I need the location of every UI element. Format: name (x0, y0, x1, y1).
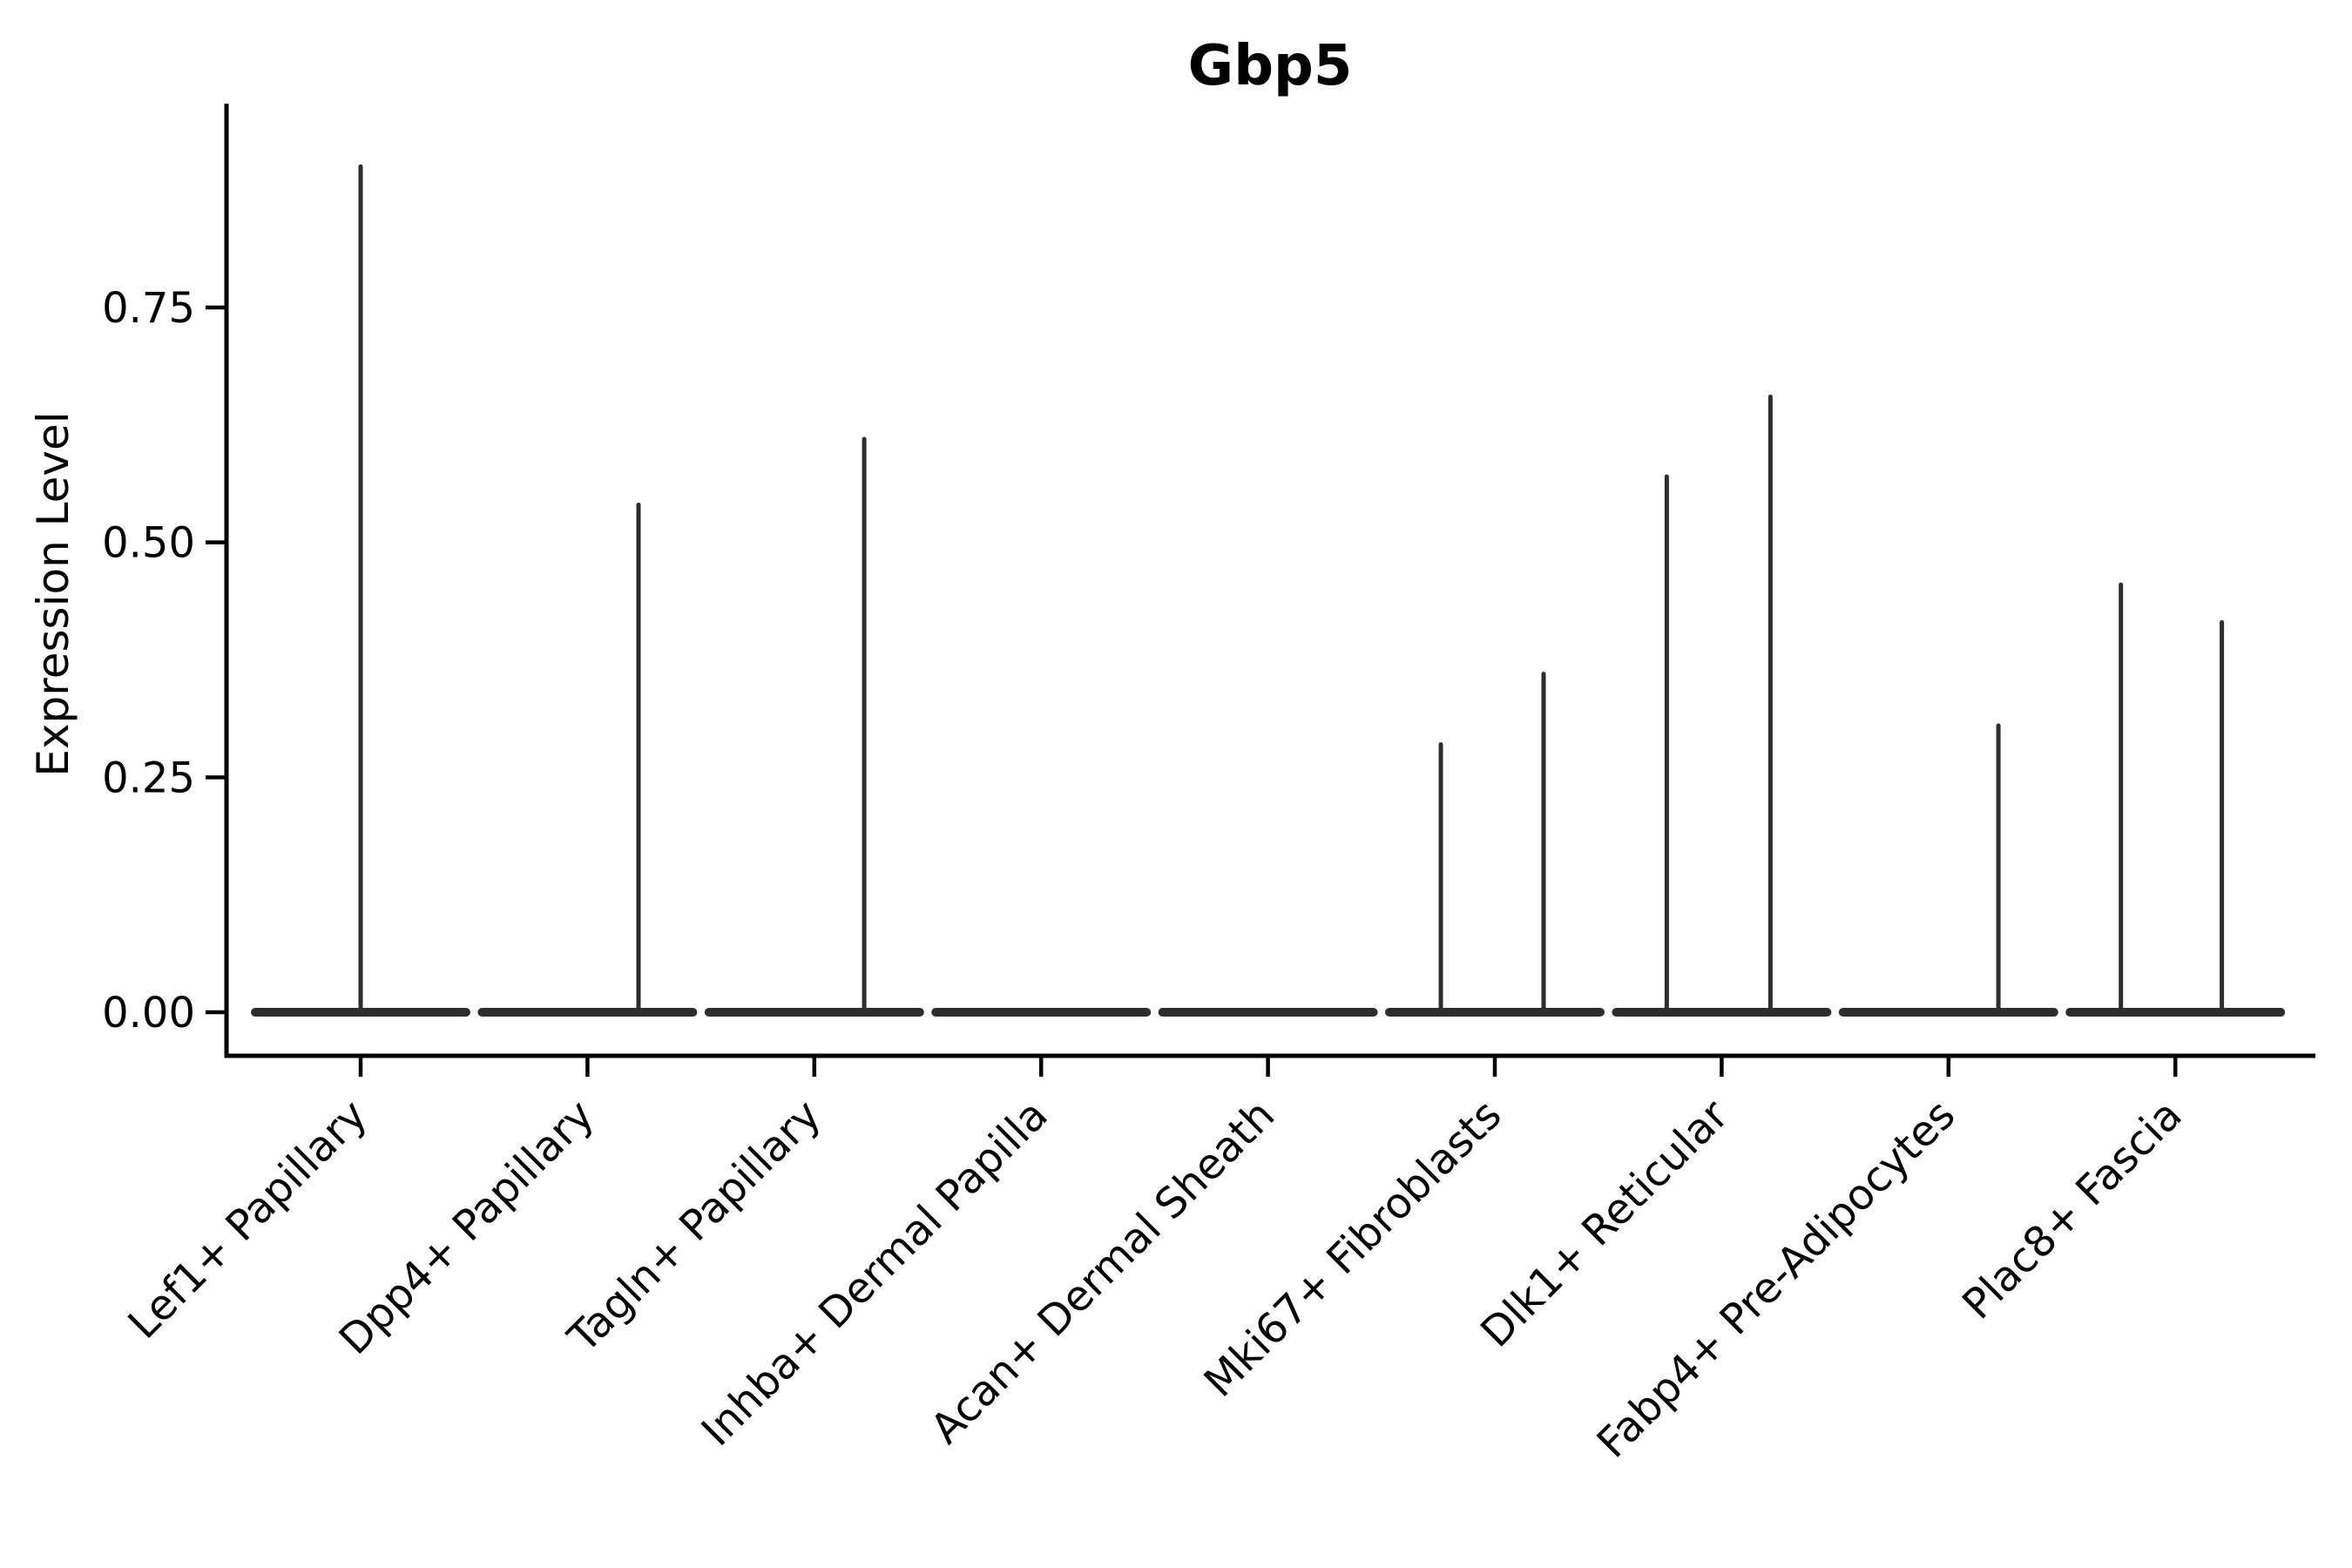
y-tick-label: 0.00 (102, 989, 195, 1037)
x-tick-label: Dlk1+ Reticular (1471, 1091, 1738, 1357)
y-tick-label: 0.50 (102, 519, 195, 568)
y-tick-label: 0.75 (102, 284, 195, 333)
y-tick-label: 0.25 (102, 754, 195, 802)
axes (206, 104, 2315, 1077)
violins (251, 164, 2286, 1017)
x-tick-label: Lef1+ Papillary (119, 1091, 377, 1348)
x-tick-label: Tagln+ Papillary (558, 1091, 830, 1362)
y-axis-title: Expression Level (28, 411, 78, 776)
chart-title: Gbp5 (1188, 34, 1353, 98)
x-tick-label: Plac8+ Fascia (1953, 1091, 2192, 1329)
x-tick-label: Fabp4+ Pre-Adipocytes (1588, 1091, 1965, 1468)
